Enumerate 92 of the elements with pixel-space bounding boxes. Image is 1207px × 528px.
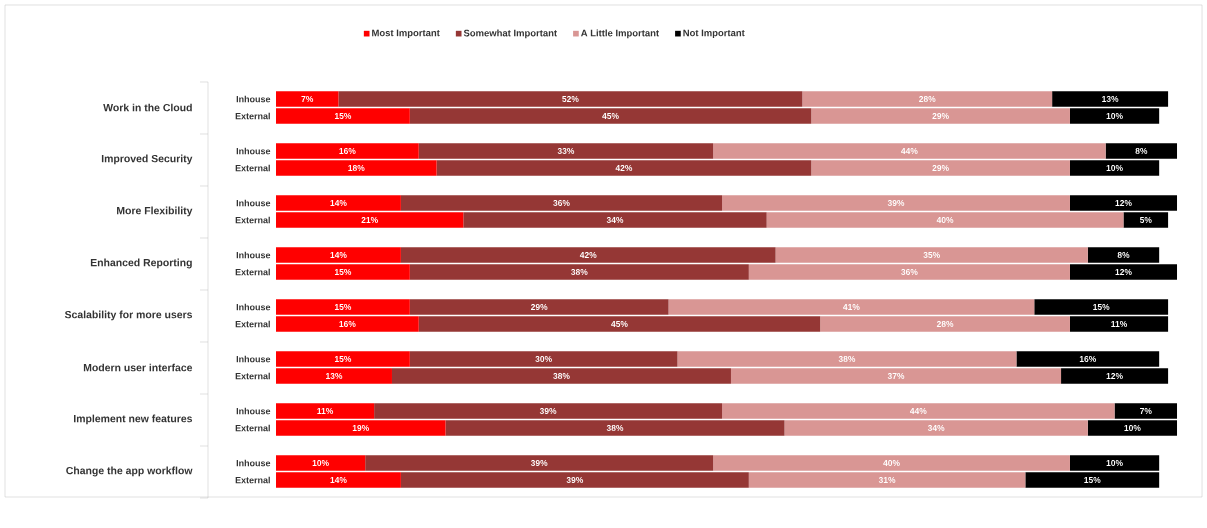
data-label: 37% — [887, 373, 905, 379]
legend-label: A Little Important — [580, 29, 659, 39]
data-label: 38% — [606, 425, 624, 431]
y-tick-label: External — [235, 424, 270, 432]
data-label: 21% — [361, 217, 378, 223]
data-label: 11% — [317, 408, 334, 414]
y-tick-label: Inhouse — [236, 459, 271, 467]
data-label: 5% — [1139, 217, 1152, 223]
data-label: 41% — [843, 304, 860, 310]
data-label: 10% — [312, 460, 329, 466]
data-label: 35% — [923, 252, 940, 258]
text: Change the app workflow — [66, 466, 193, 477]
data-label: 8% — [1117, 252, 1130, 258]
legend-label: Not Important — [683, 29, 745, 39]
data-label: 14% — [330, 200, 347, 206]
data-label: 10% — [1106, 460, 1123, 466]
data-label: 40% — [936, 217, 954, 223]
y-tick-label: Inhouse — [236, 95, 271, 103]
data-label: 42% — [579, 252, 597, 258]
legend-label: Somewhat Important — [463, 29, 557, 39]
data-label: 14% — [330, 477, 347, 483]
text: Enhanced Reporting — [90, 258, 192, 269]
text: More Flexibility — [117, 206, 193, 217]
data-label: 7% — [1140, 408, 1152, 414]
data-label: 42% — [615, 165, 633, 171]
y-tick-label: External — [235, 112, 270, 120]
data-label: 12% — [1115, 200, 1132, 206]
y-tick-label: External — [235, 268, 270, 276]
legend-label: Most Important — [372, 29, 440, 39]
y-tick-label: Inhouse — [236, 199, 271, 207]
data-label: 14% — [330, 252, 347, 258]
data-label: 44% — [909, 408, 927, 414]
data-label: 11% — [1111, 321, 1128, 327]
data-label: 15% — [1084, 477, 1101, 483]
text: Implement new features — [74, 414, 193, 425]
data-label: 34% — [927, 425, 945, 431]
data-label: 44% — [901, 148, 918, 154]
text: Work in the Cloud — [103, 103, 192, 112]
data-label: 36% — [901, 269, 918, 275]
data-label: 8% — [1135, 148, 1148, 154]
data-label: 7% — [301, 96, 314, 102]
data-label: 16% — [339, 148, 356, 154]
data-label: 15% — [334, 304, 352, 310]
data-label: 18% — [348, 165, 365, 171]
data-label: 30% — [535, 356, 552, 362]
data-label: 39% — [887, 200, 905, 206]
data-label: 40% — [883, 460, 900, 466]
data-label: 13% — [1102, 96, 1119, 102]
data-label: 33% — [557, 148, 575, 154]
data-label: 15% — [334, 356, 352, 362]
data-label: 15% — [1093, 304, 1110, 310]
data-label: 10% — [1124, 425, 1141, 431]
data-label: 15% — [334, 269, 352, 275]
data-label: 15% — [334, 113, 352, 119]
data-label: 10% — [1106, 165, 1123, 171]
y-tick-label: Inhouse — [236, 355, 271, 363]
y-tick-label: External — [235, 216, 270, 224]
data-label: 16% — [339, 321, 356, 327]
data-label: 10% — [1106, 113, 1123, 119]
y-tick-label: External — [235, 320, 270, 328]
text: Improved Security — [101, 154, 193, 165]
text: Modern user interface — [83, 363, 193, 372]
data-label: 39% — [530, 460, 548, 466]
y-tick-label: Inhouse — [236, 251, 271, 259]
text: Scalability for more users — [64, 310, 193, 321]
data-label: 19% — [352, 425, 370, 431]
data-label: 39% — [566, 477, 584, 483]
data-label: 29% — [530, 304, 548, 310]
y-tick-label: External — [235, 372, 270, 380]
data-label: 28% — [936, 321, 954, 327]
data-label: 13% — [326, 373, 343, 379]
data-label: 31% — [878, 477, 896, 483]
data-label: 34% — [606, 217, 624, 223]
data-label: 29% — [932, 113, 949, 119]
data-label: 16% — [1079, 356, 1097, 362]
y-tick-label: Inhouse — [236, 147, 271, 155]
data-label: 39% — [539, 408, 557, 414]
data-label: 36% — [553, 200, 570, 206]
data-label: 38% — [553, 373, 570, 379]
y-tick-label: Inhouse — [236, 407, 271, 415]
data-label: 38% — [571, 269, 588, 275]
data-label: 29% — [932, 165, 949, 171]
y-tick-label: External — [235, 164, 270, 172]
data-label: 45% — [602, 113, 619, 119]
data-label: 12% — [1115, 269, 1132, 275]
y-tick-label: Inhouse — [236, 303, 271, 311]
data-label: 38% — [838, 356, 856, 362]
data-label: 45% — [611, 321, 628, 327]
data-label: 52% — [562, 96, 579, 102]
data-label: 28% — [919, 96, 936, 102]
data-label: 12% — [1106, 373, 1123, 379]
y-tick-label: External — [235, 476, 270, 484]
